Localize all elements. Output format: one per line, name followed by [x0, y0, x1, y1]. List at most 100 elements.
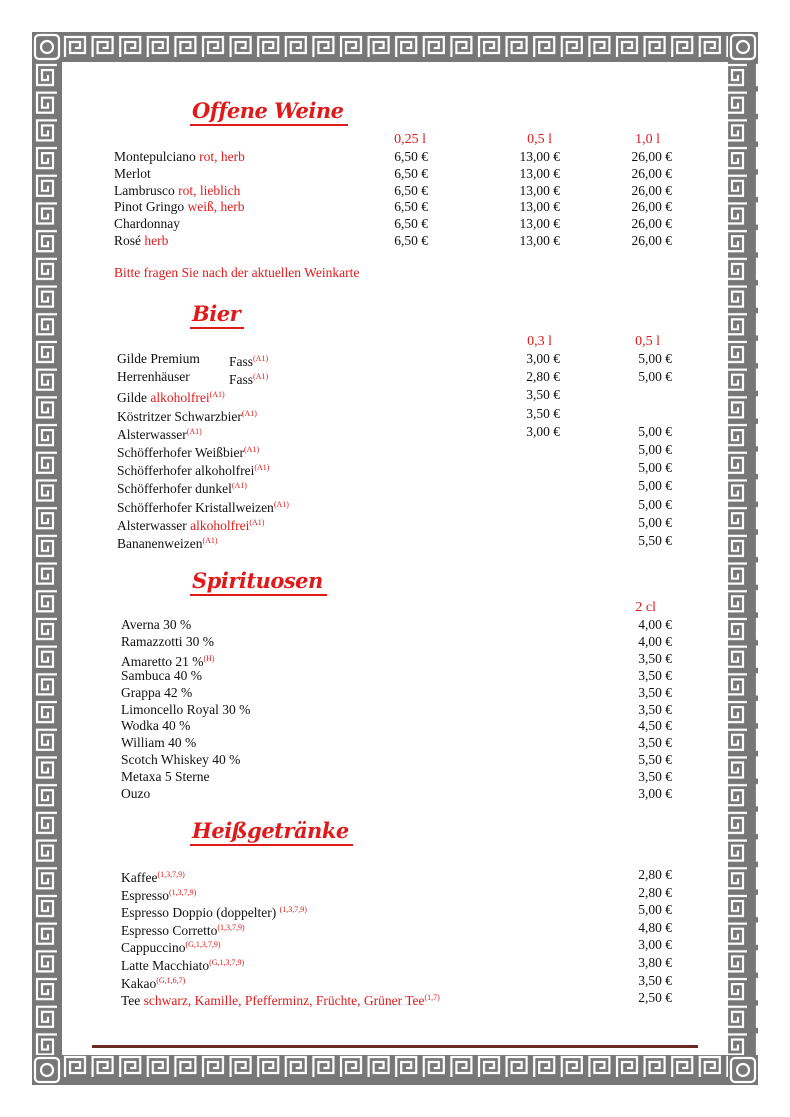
item-price: 3,00 €: [638, 786, 672, 801]
greek-key-border: [32, 32, 758, 1085]
size-label: 1,0 l: [635, 132, 660, 147]
item-price: 3,50 €: [638, 667, 672, 683]
allergen-note: (A1): [273, 499, 289, 509]
item-label: Lambrusco: [114, 182, 175, 198]
item-label: Köstritzer Schwarzbier: [117, 408, 242, 424]
menu-item-row: Espresso(1,3,7,9) 2,80 €: [0, 884, 790, 904]
item-price: 3,00 €: [638, 937, 672, 953]
menu-item-row: Rosé herb 6,50 € 13,00 € 26,00 €: [0, 232, 790, 249]
item-label: Ouzo: [121, 786, 151, 801]
menu-item-row: Schöfferhofer Weißbier(A1) 5,00 €: [0, 441, 790, 461]
item-label: Ramazzotti 30 %: [121, 633, 214, 649]
item-name: Grappa 42 %: [121, 684, 192, 701]
item-label: Latte Macchiato: [121, 958, 210, 973]
item-name: Schöfferhofer dunkel(A1): [117, 477, 247, 497]
item-name: Gilde Premium: [117, 350, 200, 367]
item-name: Schöfferhofer Weißbier(A1): [117, 441, 259, 461]
item-price: 26,00 €: [631, 149, 673, 164]
item-label: Schöfferhofer dunkel: [117, 481, 232, 497]
menu-item-row: Scotch Whiskey 40 % 5,50 €: [0, 751, 790, 768]
menu-item-row: Herrenhäuser Fass(A1) 2,80 € 5,00 €: [0, 368, 790, 387]
item-name: Metaxa 5 Sterne: [121, 768, 209, 785]
item-name: Gilde alkoholfrei(A1): [117, 386, 225, 406]
item-name: Schöfferhofer Kristallweizen(A1): [117, 496, 289, 516]
item-price: 5,00 €: [638, 423, 672, 439]
allergen-note: (A1): [249, 517, 265, 527]
item-name: Herrenhäuser: [117, 368, 190, 385]
item-description: weiß, herb: [187, 199, 245, 215]
item-name: Montepulciano rot, herb: [114, 148, 245, 165]
item-label: Schöfferhofer alkoholfrei: [117, 463, 255, 479]
menu-item-row: Latte Macchiato(G,1,3,7,9) 3,80 €: [0, 954, 790, 974]
allergen-note: (1,3,7,9): [169, 887, 197, 897]
item-price: 26,00 €: [631, 182, 673, 198]
menu-item-row: Tee schwarz, Kamille, Pfefferminz, Früch…: [0, 989, 790, 1009]
item-name: Tee schwarz, Kamille, Pfefferminz, Früch…: [121, 989, 440, 1009]
allergen-note: (A1): [253, 372, 269, 382]
item-price: 3,00 €: [526, 351, 560, 366]
item-label: Alsterwasser: [117, 426, 187, 442]
item-label: Bananenweizen: [117, 536, 203, 551]
item-label: Rosé: [114, 233, 141, 248]
menu-item-row: Kakao(G,1,6,7) 3,50 €: [0, 972, 790, 992]
item-price: 5,00 €: [638, 442, 672, 457]
item-label: Espresso: [121, 887, 169, 903]
item-name: Bananenweizen(A1): [117, 532, 218, 552]
item-description: alkoholfrei: [190, 517, 250, 533]
item-name: Espresso Corretto(1,3,7,9): [121, 919, 245, 939]
allergen-note: (1,3,7,9): [279, 905, 307, 915]
item-price: 5,00 €: [638, 496, 672, 512]
item-price: 4,80 €: [638, 919, 672, 935]
allergen-note: (A1): [186, 426, 202, 436]
menu-item-row: Schöfferhofer dunkel(A1) 5,00 €: [0, 477, 790, 497]
item-price: 6,50 €: [394, 199, 428, 215]
item-name: Lambrusco rot, lieblich: [114, 182, 240, 199]
size-header-row: 2 cl: [0, 599, 790, 616]
item-name: Pinot Gringo weiß, herb: [114, 198, 245, 215]
allergen-note: (A1): [254, 463, 270, 473]
item-label: Schöfferhofer Kristallweizen: [117, 499, 274, 515]
item-name: Latte Macchiato(G,1,3,7,9): [121, 954, 244, 974]
menu-item-row: Grappa 42 % 3,50 €: [0, 684, 790, 701]
section-title-spirits: Spirituosen: [190, 569, 327, 596]
size-label: 0,3 l: [527, 334, 552, 349]
item-price: 2,80 €: [526, 369, 560, 385]
item-label: Limoncello Royal 30 %: [121, 701, 251, 717]
menu-item-row: Espresso Corretto(1,3,7,9) 4,80 €: [0, 919, 790, 939]
item-label: Grappa 42 %: [121, 684, 193, 700]
item-label: Gilde: [117, 390, 147, 406]
item-price: 26,00 €: [631, 233, 673, 248]
menu-item-row: Cappuccino(G,1,3,7,9) 3,00 €: [0, 936, 790, 955]
item-price: 5,50 €: [638, 533, 672, 548]
item-price: 13,00 €: [519, 216, 561, 232]
item-label: Kaffee: [121, 870, 158, 885]
item-price: 6,50 €: [394, 182, 428, 198]
section-title-hot-drinks: Heißgetränke: [190, 819, 353, 846]
item-price: 3,50 €: [638, 701, 672, 717]
item-price: 5,00 €: [638, 351, 672, 366]
menu-item-row: Montepulciano rot, herb 6,50 € 13,00 € 26,0…: [0, 148, 790, 165]
item-label: Espresso Corretto: [121, 922, 218, 938]
item-price: 6,50 €: [394, 233, 428, 248]
size-label: 0,5 l: [635, 334, 660, 349]
item-price: 3,50 €: [638, 650, 672, 666]
allergen-note: (G,1,6,7): [156, 975, 186, 985]
item-name: Espresso(1,3,7,9): [121, 884, 196, 904]
menu-item-row: Kaffee(1,3,7,9) 2,80 €: [0, 866, 790, 885]
item-price: 6,50 €: [394, 216, 428, 232]
item-price: 5,00 €: [638, 478, 672, 494]
item-label: Chardonnay: [114, 216, 180, 232]
menu-item-row: Alsterwasser(A1) 3,00 € 5,00 €: [0, 423, 790, 442]
item-label: Sambuca 40 %: [121, 667, 202, 683]
size-label: 2 cl: [635, 600, 656, 615]
item-name: Scotch Whiskey 40 %: [121, 751, 240, 768]
item-price: 13,00 €: [519, 149, 561, 164]
item-label: Montepulciano: [114, 149, 196, 164]
menu-item-row: Amaretto 21 %(H) 3,50 €: [0, 650, 790, 669]
draft-label: Fass(A1): [229, 354, 269, 369]
item-name: Kakao(G,1,6,7): [121, 972, 185, 992]
section-title-wine: Offene Weine: [190, 99, 348, 126]
item-description: rot, herb: [199, 149, 245, 164]
item-price: 2,50 €: [638, 990, 672, 1006]
item-price: 3,50 €: [638, 769, 672, 785]
